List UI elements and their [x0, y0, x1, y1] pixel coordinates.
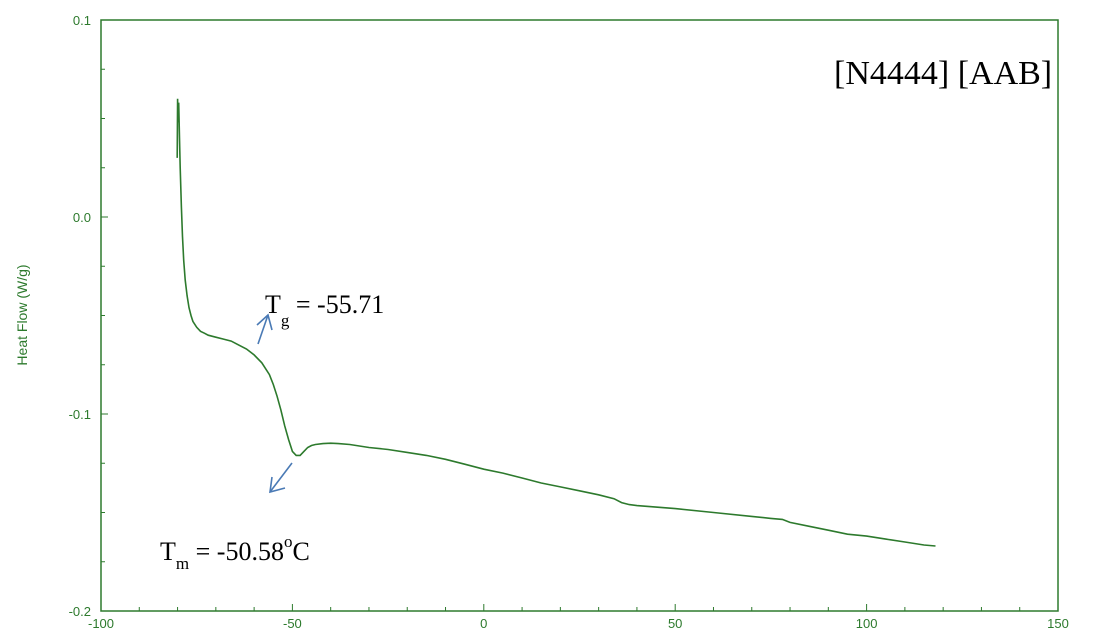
y-tick-label: 0.1: [73, 13, 91, 28]
y-tick-label: -0.2: [69, 604, 91, 619]
tm-superscript: o: [284, 532, 293, 551]
x-tick-label: 50: [668, 616, 682, 631]
tm-arrow: [269, 462, 293, 494]
x-axis: -100 -50 0 50 100 150: [88, 604, 1069, 631]
y-tick-label: 0.0: [73, 210, 91, 225]
tg-subscript: g: [281, 311, 290, 330]
tg-symbol: T: [265, 290, 281, 319]
y-axis-label: Heat Flow (W/g): [14, 264, 30, 365]
y-tick-label: -0.1: [69, 407, 91, 422]
tg-arrow: [256, 313, 273, 345]
heat-flow-line: [176, 98, 936, 547]
x-tick-label: 100: [856, 616, 878, 631]
tm-symbol: T: [160, 537, 176, 566]
tm-subscript: m: [176, 554, 189, 573]
tm-value: = -50.58: [189, 537, 284, 566]
x-tick-label: -50: [283, 616, 302, 631]
chart-title: [N4444] [AAB]: [834, 55, 1052, 92]
x-tick-label: -100: [88, 616, 114, 631]
x-tick-label: 150: [1047, 616, 1069, 631]
plot-frame: [100, 19, 1059, 612]
tg-annotation: Tg = -55.71: [265, 290, 384, 330]
tm-annotation: Tm = -50.58oC: [160, 532, 310, 573]
y-axis: 0.1 0.0 -0.1 -0.2: [69, 13, 108, 619]
tm-unit: C: [292, 537, 309, 566]
x-tick-label: 0: [480, 616, 487, 631]
tg-value: = -55.71: [289, 290, 384, 319]
